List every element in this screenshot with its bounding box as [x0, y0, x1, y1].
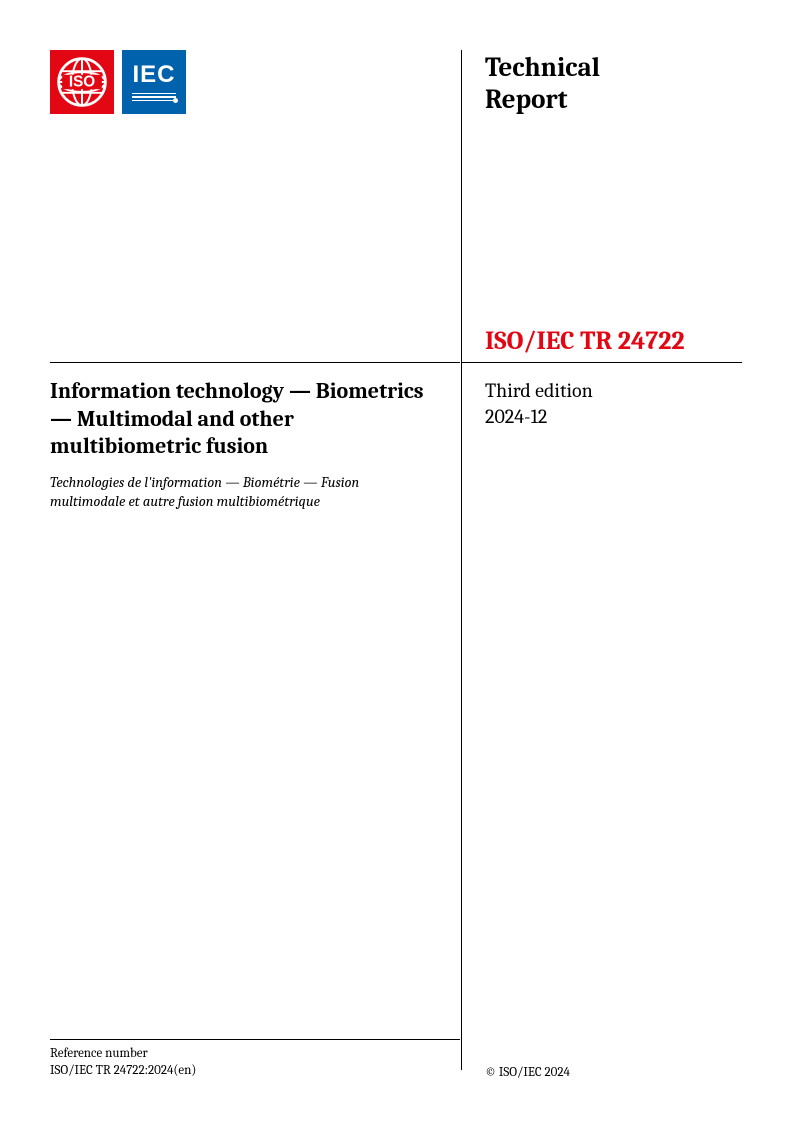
- title-french: Technologies de l'information — Biométri…: [50, 474, 410, 512]
- svg-text:ISO: ISO: [69, 74, 95, 91]
- horizontal-rule-right: [462, 362, 742, 363]
- reference-value: ISO/IEC TR 24722:2024(en): [50, 1062, 196, 1080]
- reference-block: Reference number ISO/IEC TR 24722:2024(e…: [50, 1045, 196, 1080]
- standard-number: ISO/IEC TR 24722: [485, 326, 685, 356]
- iso-globe-icon: ISO: [55, 55, 109, 109]
- edition-line2: 2024-12: [485, 404, 593, 430]
- edition-block: Third edition 2024-12: [485, 378, 593, 430]
- document-type-line2: Report: [485, 84, 600, 116]
- reference-rule: [50, 1039, 460, 1040]
- copyright-text: © ISO/IEC 2024: [485, 1065, 570, 1080]
- document-type: Technical Report: [485, 52, 600, 117]
- iec-logo-lines: [132, 91, 176, 104]
- edition-line1: Third edition: [485, 378, 593, 404]
- iso-logo: ISO: [50, 50, 114, 114]
- cover-page: ISO IEC Technical Report ISO/IEC TR 2472…: [0, 0, 793, 1122]
- vertical-divider: [461, 50, 462, 1070]
- logo-block: ISO IEC: [50, 50, 186, 114]
- horizontal-rule-left: [50, 362, 460, 363]
- document-type-line1: Technical: [485, 52, 600, 84]
- reference-label: Reference number: [50, 1045, 196, 1063]
- title-english: Information technology — Biometrics — Mu…: [50, 378, 445, 461]
- iec-logo-text: IEC: [132, 61, 175, 89]
- iec-logo: IEC: [122, 50, 186, 114]
